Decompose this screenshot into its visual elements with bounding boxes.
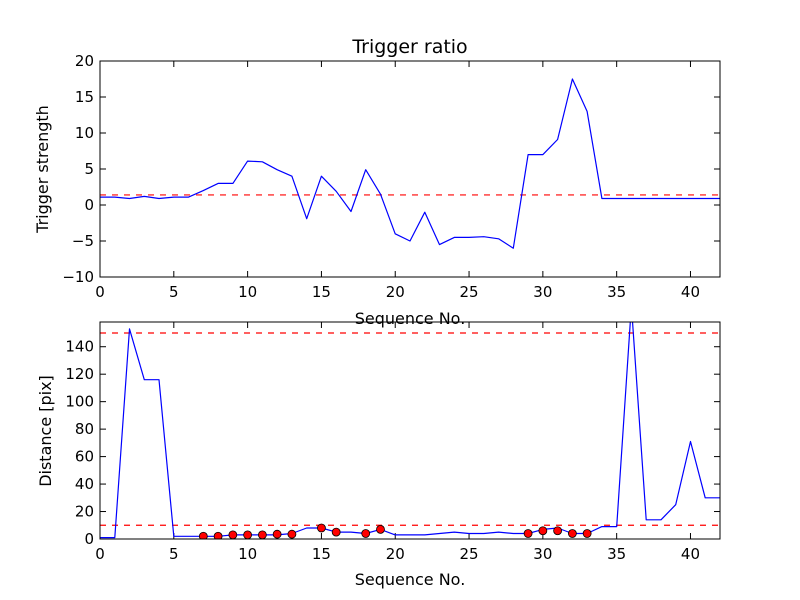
y-tick-label: 100	[65, 393, 94, 411]
x-tick-label: 25	[460, 283, 479, 301]
x-axis-label: Sequence No.	[355, 309, 466, 328]
data-layer	[100, 78, 720, 249]
x-tick-label: 20	[386, 545, 405, 563]
data-point	[523, 529, 533, 538]
tick-layer: 0 5 10 15 20 25 30 35 40 0 20 40 60 80 100 120 140	[65, 322, 720, 563]
data-point	[287, 529, 297, 539]
x-tick-label: 5	[169, 545, 179, 563]
data-point	[257, 530, 267, 539]
x-tick-label: 10	[238, 283, 257, 301]
plot-frame	[99, 60, 721, 278]
y-tick-label: 20	[75, 52, 94, 70]
x-tick-label: 25	[460, 545, 479, 563]
y-tick-label: 140	[65, 338, 94, 356]
tick-layer: 0 5 10 15 20 25 30 35 40 −10 −5 0 5 10 15 20	[62, 52, 720, 301]
x-tick-label: 10	[238, 545, 257, 563]
y-tick-label: 60	[75, 448, 94, 466]
data-point	[331, 527, 341, 537]
x-tick-label: 40	[681, 283, 700, 301]
x-tick-label: 35	[607, 545, 626, 563]
x-axis-label: Sequence No.	[355, 570, 466, 589]
series-group	[100, 78, 720, 249]
panel-distance: Distance [pix] Sequence No. 0 5 10 15 20 25 30…	[36, 321, 721, 589]
data-point	[198, 531, 208, 539]
y-tick-label: 120	[65, 365, 94, 383]
x-tick-label: 40	[681, 545, 700, 563]
y-axis-label: Trigger strength	[33, 105, 52, 234]
y-tick-label: 10	[75, 124, 94, 142]
plot-frame	[99, 321, 721, 540]
data-point	[538, 526, 548, 536]
chart-title: Trigger ratio	[351, 36, 467, 58]
y-tick-label: −10	[62, 268, 94, 286]
data-point	[317, 523, 326, 533]
series-line	[100, 322, 720, 539]
y-tick-label: 40	[75, 475, 94, 493]
data-point	[567, 529, 577, 538]
y-tick-label: 80	[75, 420, 94, 438]
x-tick-label: 0	[95, 283, 105, 301]
x-tick-label: 5	[169, 283, 179, 301]
data-point	[228, 530, 238, 539]
y-tick-label: 20	[75, 503, 94, 521]
data-point	[582, 529, 592, 538]
data-point	[243, 530, 253, 539]
series-line	[100, 78, 720, 249]
y-axis-label: Distance [pix]	[36, 375, 55, 487]
y-tick-label: 0	[84, 196, 94, 214]
data-point	[213, 531, 223, 539]
x-tick-label: 30	[533, 545, 552, 563]
x-tick-label: 35	[607, 283, 626, 301]
x-tick-label: 15	[312, 545, 331, 563]
y-tick-label: −5	[72, 232, 94, 250]
panel-trigger-ratio: Trigger ratio Trigger strength Sequence …	[33, 36, 721, 328]
data-point	[376, 524, 385, 534]
data-point	[272, 529, 282, 539]
series-group	[100, 322, 720, 539]
x-tick-label: 0	[95, 545, 105, 563]
y-tick-label: 15	[75, 88, 94, 106]
x-tick-label: 15	[312, 283, 331, 301]
data-point	[361, 529, 371, 538]
data-point	[553, 526, 563, 536]
x-tick-label: 20	[386, 283, 405, 301]
y-tick-label: 5	[84, 160, 94, 178]
y-tick-label: 0	[84, 530, 94, 548]
data-layer	[100, 322, 720, 539]
x-tick-label: 30	[533, 283, 552, 301]
